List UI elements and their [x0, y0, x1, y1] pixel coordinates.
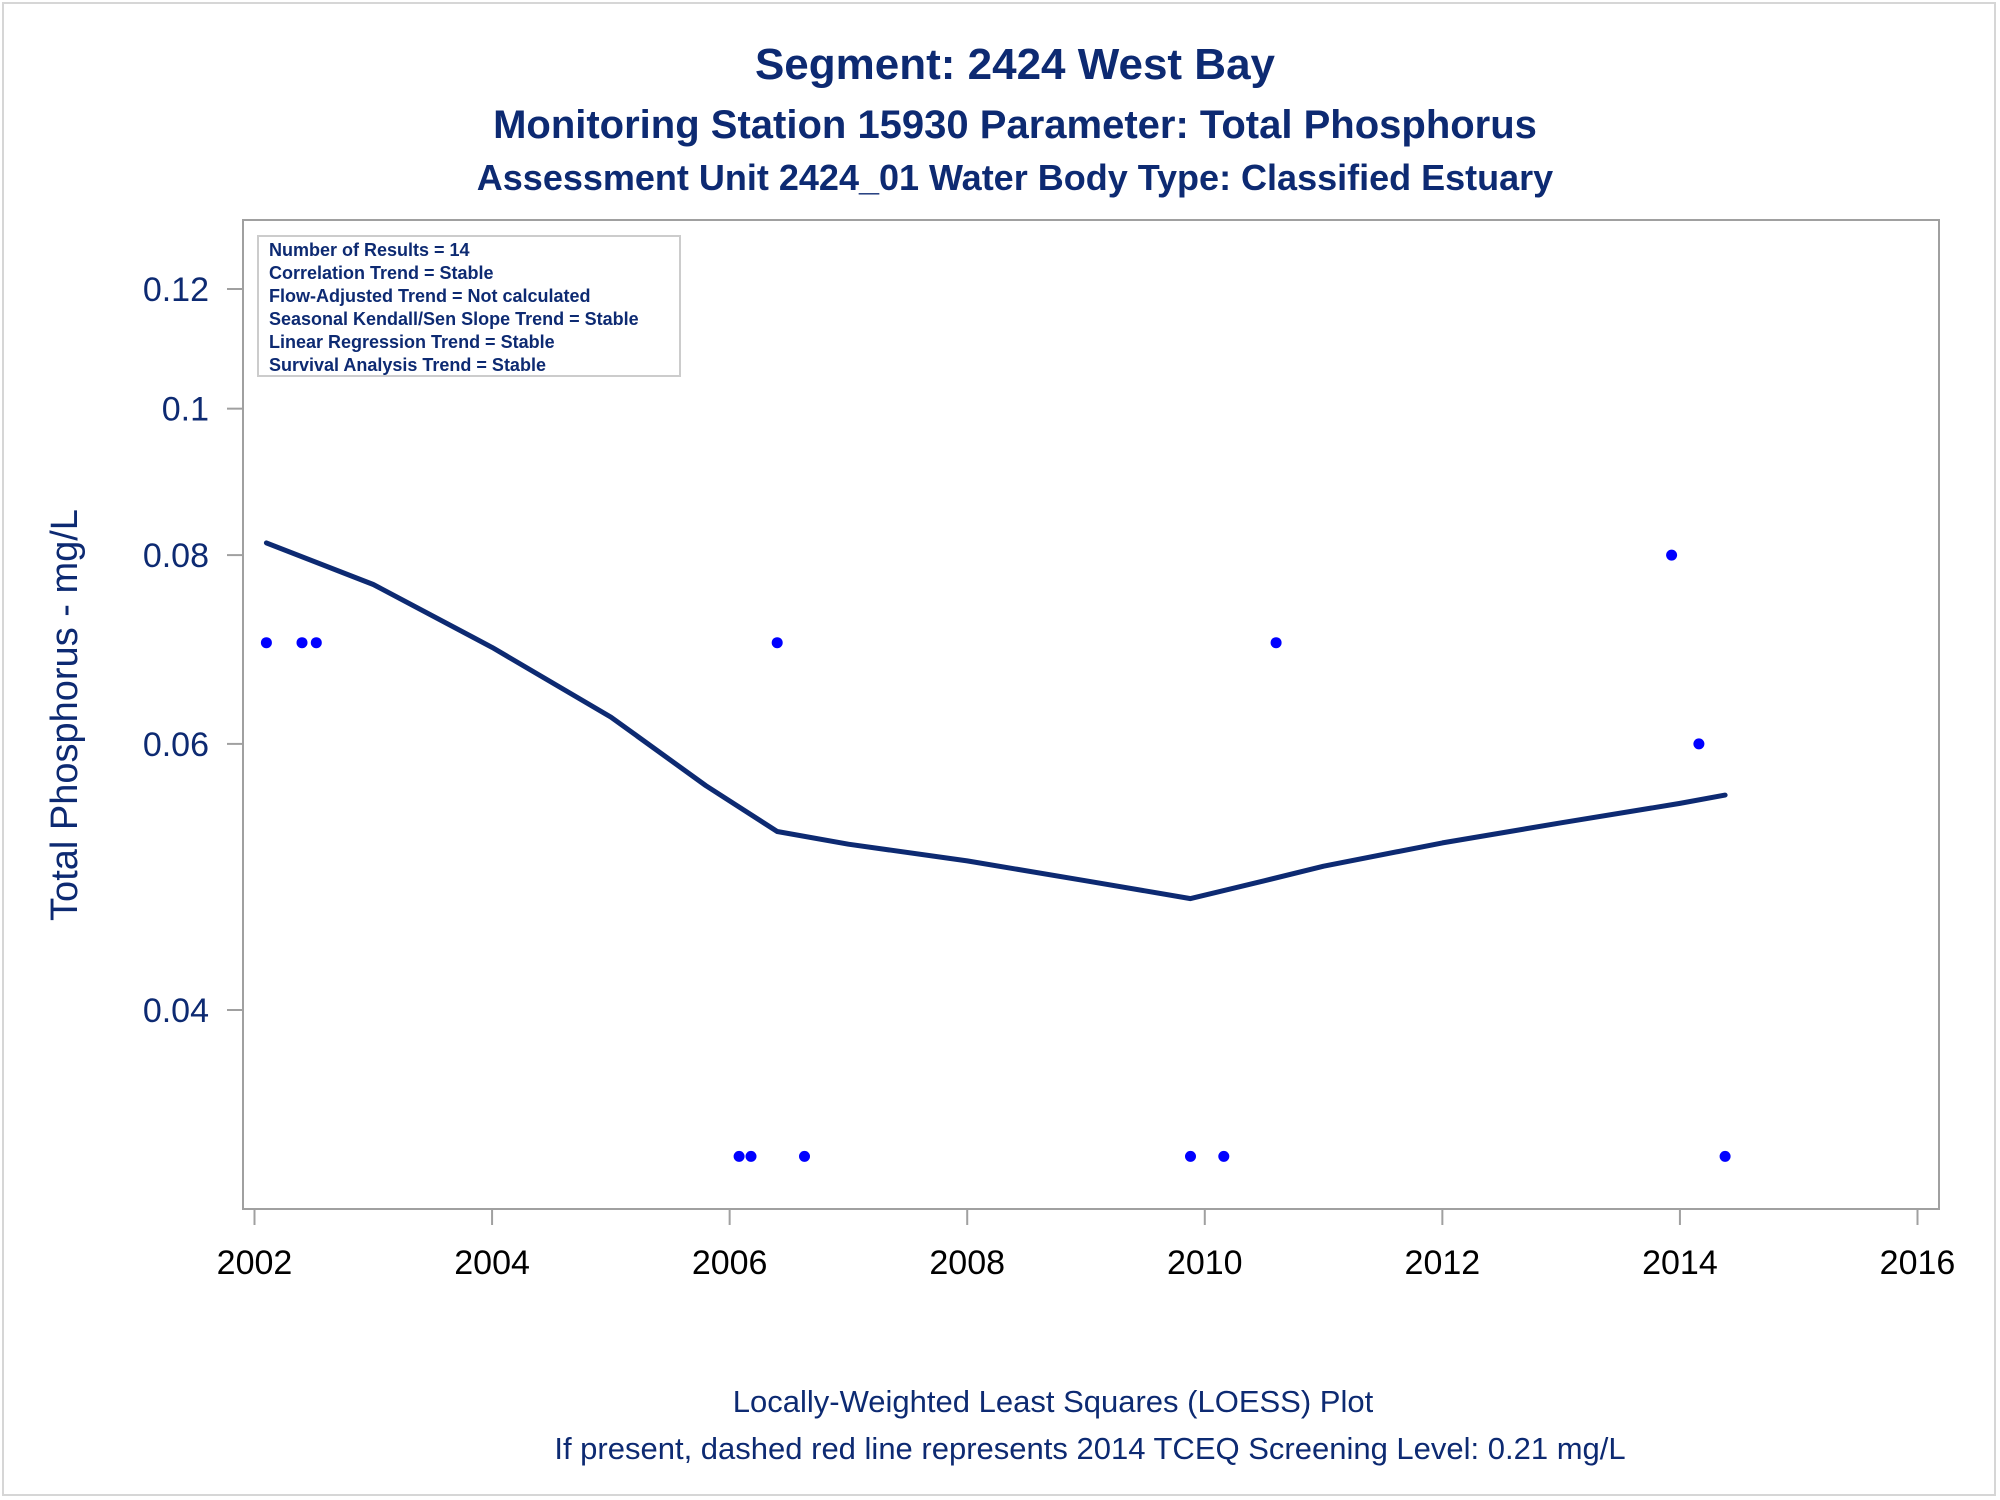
stats-line-linear-regression: Linear Regression Trend = Stable	[269, 332, 555, 352]
data-point	[1719, 1150, 1731, 1162]
stats-box-border	[257, 235, 681, 377]
data-point	[296, 637, 308, 649]
stats-line-correlation: Correlation Trend = Stable	[269, 263, 494, 283]
chart-subtitle-assessment: Assessment Unit 2424_01 Water Body Type:…	[477, 157, 1553, 198]
chart-title: Segment: 2424 West Bay	[755, 40, 1276, 89]
x-tick-label: 2006	[692, 1244, 768, 1282]
data-point	[733, 1150, 745, 1162]
y-tick-label: 0.08	[143, 537, 209, 575]
y-tick-label: 0.06	[143, 726, 209, 764]
data-point	[1185, 1150, 1196, 1162]
x-tick-label: 2002	[217, 1244, 293, 1282]
footnote-screening-level: If present, dashed red line represents 2…	[554, 1431, 1625, 1466]
data-point	[771, 637, 783, 649]
data-point	[799, 1150, 810, 1162]
chart-subtitle-station: Monitoring Station 15930 Parameter: Tota…	[493, 103, 1537, 147]
data-point	[745, 1150, 757, 1162]
data-point	[260, 637, 272, 649]
x-axis: 2002 2004 2006 2008 2010 2012 2014 2016	[217, 1209, 1956, 1282]
plot-area-border	[242, 219, 1940, 1210]
y-axis: 0.04 0.06 0.08 0.1 0.12	[143, 271, 243, 1030]
stats-line-seasonal-kendall: Seasonal Kendall/Sen Slope Trend = Stabl…	[269, 309, 639, 329]
data-point	[1270, 637, 1282, 649]
x-tick-label: 2014	[1642, 1244, 1718, 1282]
plot-series	[260, 251, 1731, 1162]
y-tick-label: 0.1	[162, 391, 209, 429]
x-tick-label: 2012	[1405, 1244, 1481, 1282]
loess-line	[263, 540, 1728, 902]
x-tick-label: 2008	[929, 1244, 1005, 1282]
stats-box: Number of Results = 14 Correlation Trend…	[257, 235, 681, 377]
stats-line-flow-adjusted: Flow-Adjusted Trend = Not calculated	[269, 286, 591, 306]
x-tick-label: 2016	[1880, 1244, 1956, 1282]
footnote-loess: Locally-Weighted Least Squares (LOESS) P…	[733, 1384, 1374, 1419]
data-point	[1666, 549, 1678, 561]
data-point	[1693, 738, 1705, 750]
data-point	[1218, 1150, 1230, 1162]
y-axis-label: Total Phosphorus - mg/L	[44, 509, 86, 921]
y-tick-label: 0.04	[143, 992, 209, 1030]
stats-line-results: Number of Results = 14	[269, 240, 470, 260]
data-point	[310, 637, 322, 649]
x-tick-label: 2004	[454, 1244, 530, 1282]
x-tick-label: 2010	[1167, 1244, 1243, 1282]
stats-line-survival-analysis: Survival Analysis Trend = Stable	[269, 355, 546, 375]
y-tick-label: 0.12	[143, 271, 209, 309]
